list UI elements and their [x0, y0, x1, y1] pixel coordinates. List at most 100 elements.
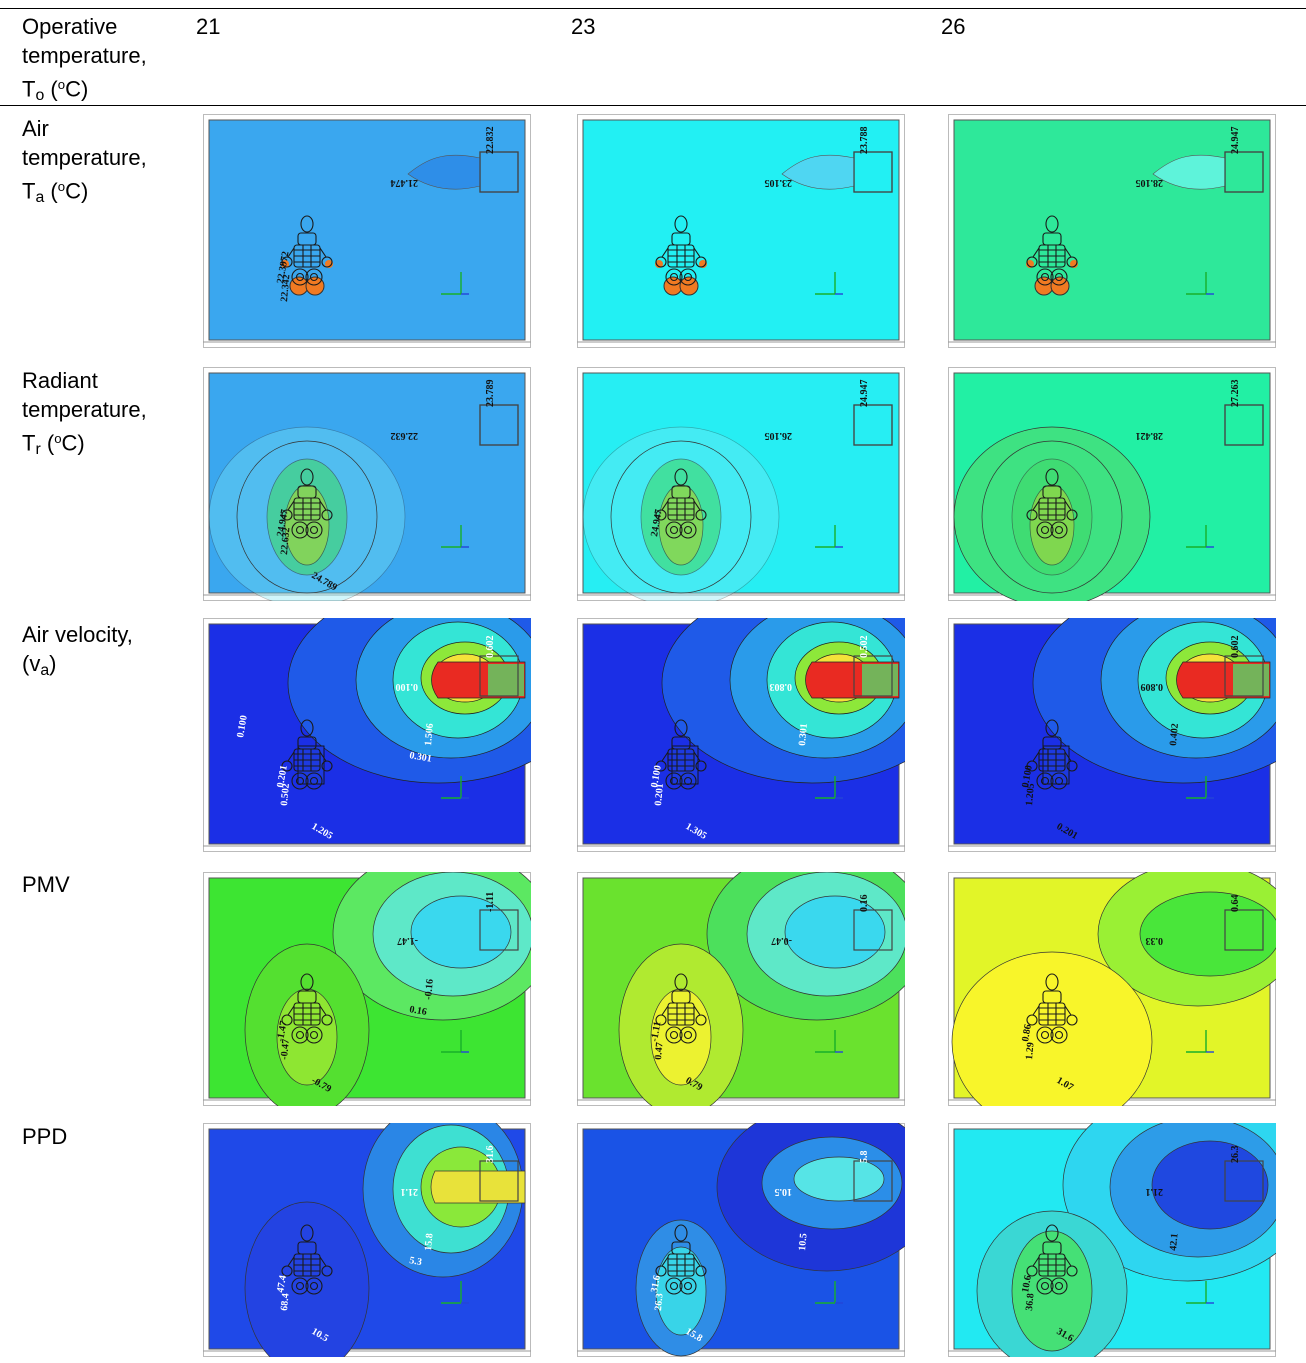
mannequin-figure — [1026, 973, 1078, 1044]
contour-label: 1.205 — [1024, 783, 1037, 806]
axis-triad-icon — [1186, 776, 1214, 799]
contour-label: -1.11 — [649, 1021, 663, 1043]
contour-plot-ppd-23: 5.8 10.5 31.6 26.3 15.8 10.5 — [577, 1123, 905, 1357]
contour-label: 26.105 — [765, 430, 793, 441]
contour-label: 0.402 — [1168, 723, 1181, 746]
row-label-air-velocity: Air velocity, (va) — [22, 620, 182, 685]
header-label: Operative temperature, To (oC) — [22, 12, 182, 110]
contour-label: 36.8 — [1024, 1293, 1036, 1311]
contour-label: -1.47 — [275, 1020, 289, 1042]
contour-label: 0.47 — [653, 1042, 665, 1060]
contour-label: 23.789 — [485, 380, 496, 408]
contour-plot-air-temperature-23: 23.788 23.105 — [577, 114, 905, 348]
contour-label: 28.105 — [1136, 177, 1164, 188]
row-label-ppd: PPD — [22, 1122, 182, 1151]
header-label-line-3: To (oC) — [22, 76, 89, 105]
contour-label: 0.100 — [649, 764, 664, 788]
contour-label: 0.100 — [396, 681, 419, 692]
contour-label: 0.301 — [797, 723, 810, 746]
contour-label: -1.11 — [485, 892, 496, 912]
contour-label: 1.29 — [1024, 1042, 1036, 1060]
contour-label: 0.201 — [653, 783, 666, 806]
column-header-26: 26 — [941, 14, 966, 39]
contour-label: 22.832 — [485, 127, 496, 155]
header-bottom-rule — [0, 105, 1306, 106]
mannequin-figure — [281, 973, 333, 1044]
row-label-line: PMV — [22, 872, 70, 897]
contour-label: 0.201 — [275, 764, 290, 788]
axis-triad-icon — [1186, 525, 1214, 548]
contour-label: -0.16 — [423, 979, 436, 1001]
contour-label: 26.3 — [653, 1293, 665, 1311]
row-label-line: temperature, — [22, 145, 147, 170]
contour-label: 10.5 — [797, 1233, 809, 1251]
column-header-21: 21 — [196, 14, 221, 39]
contour-label: 0.100 — [1020, 764, 1035, 788]
contour-label: 15.8 — [423, 1233, 435, 1251]
mannequin-figure — [1026, 468, 1078, 539]
contour-plot-air-temperature-21: 22.832 21.474 22.3972 22.342 — [203, 114, 531, 348]
contour-plot-ppd-21: 31.6 21.1 47.4 68.4 10.5 15.8 5.3 — [203, 1123, 531, 1357]
contour-label: 21.1 — [1146, 1186, 1164, 1197]
contour-label: 21.1 — [401, 1186, 419, 1197]
contour-plot-pmv-21: -1.11 -1.47 -1.47 -0.47 -0.79 -0.16 0.16 — [203, 872, 531, 1106]
contour-label: 10.6 — [1020, 1274, 1034, 1293]
axis-triad-icon — [441, 1030, 469, 1053]
contour-label: 27.263 — [1230, 380, 1241, 408]
contour-label: 31.6 — [485, 1146, 496, 1164]
mannequin-figure — [655, 1224, 707, 1295]
contour-label: 24.947 — [649, 509, 665, 538]
contour-label: 28.421 — [1136, 430, 1164, 441]
header-label-line-1: Operative — [22, 14, 118, 39]
header-label-line-2: temperature, — [22, 43, 147, 68]
contour-label: 0.809 — [1141, 681, 1164, 692]
axis-triad-icon — [815, 776, 843, 799]
mannequin-figure — [281, 1224, 333, 1295]
contour-plot-radiant-temperature-26: 27.263 28.421 — [948, 367, 1276, 601]
contour-plot-air-velocity-26: 0.602 0.809 0.100 1.205 0.201 0.402 — [948, 618, 1276, 852]
contour-plot-radiant-temperature-23: 24.947 26.105 24.947 — [577, 367, 905, 601]
contour-label: 5.3 — [408, 1255, 422, 1268]
axis-triad-icon — [815, 525, 843, 548]
column-header-23: 23 — [571, 14, 596, 39]
row-label-line: (va) — [22, 651, 57, 679]
contour-label: 10.5 — [775, 1186, 793, 1197]
contour-plot-ppd-26: 26.3 21.1 10.6 36.8 31.6 42.1 — [948, 1123, 1276, 1357]
axis-triad-icon — [815, 1281, 843, 1304]
contour-label: 0.803 — [770, 681, 793, 692]
contour-label: 24.947 — [275, 509, 291, 538]
row-label-line: Air — [22, 116, 49, 141]
axis-triad-icon — [441, 1281, 469, 1304]
axis-triad-icon — [441, 272, 469, 295]
top-rule — [0, 8, 1306, 9]
row-label-air-temperature: Air temperature, Ta (oC) — [22, 114, 182, 212]
contour-label: 23.788 — [859, 127, 870, 155]
contour-plot-air-temperature-26: 24.947 28.105 — [948, 114, 1276, 348]
axis-triad-icon — [1186, 1030, 1214, 1053]
mannequin-figure — [655, 973, 707, 1044]
axis-triad-icon — [1186, 272, 1214, 295]
contour-label: 0.301 — [408, 750, 432, 765]
mannequin-figure — [1026, 215, 1078, 286]
contour-label: 0.33 — [1146, 935, 1164, 946]
row-label-radiant-temperature: Radiant temperature, Tr (oC) — [22, 366, 182, 464]
mannequin-figure — [655, 215, 707, 286]
contour-label: 24.947 — [859, 380, 870, 408]
contour-plot-air-velocity-23: 0.502 0.803 0.100 0.201 1.305 0.301 — [577, 618, 905, 852]
contour-label: 0.64 — [1230, 895, 1241, 913]
contour-label: 0.16 — [859, 895, 870, 913]
contour-label: 23.105 — [765, 177, 793, 188]
mannequin-figure — [655, 719, 707, 790]
contour-plot-pmv-23: 0.16 -0.47 -1.11 0.47 0.79 — [577, 872, 905, 1106]
row-label-line: Radiant — [22, 368, 98, 393]
contour-label: 0.602 — [1230, 636, 1241, 659]
row-label-line: Air velocity, — [22, 622, 133, 647]
contour-label: 5.8 — [859, 1151, 870, 1164]
row-label-line: Ta (oC) — [22, 178, 89, 207]
contour-label: 22.632 — [279, 527, 292, 555]
row-label-pmv: PMV — [22, 870, 182, 899]
contour-label: 26.3 — [1230, 1146, 1241, 1164]
axis-triad-icon — [815, 272, 843, 295]
mannequin-figure — [1026, 1224, 1078, 1295]
axis-triad-icon — [1186, 1281, 1214, 1304]
